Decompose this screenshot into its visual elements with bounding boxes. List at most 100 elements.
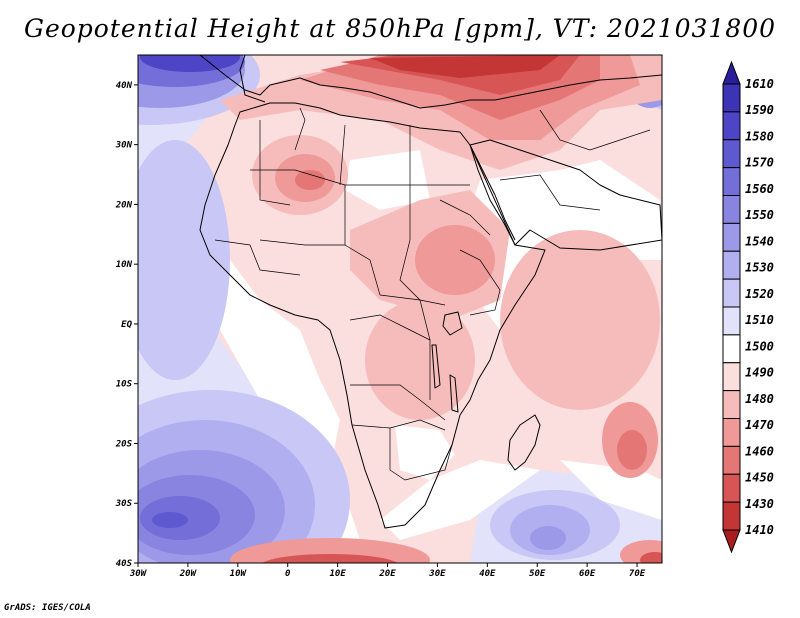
- country-borders: [214, 107, 651, 481]
- field-blob-sudan-low-2: [415, 225, 495, 295]
- colorbar-label: 1540: [745, 234, 774, 248]
- iberia-coastline: [239, 55, 266, 103]
- colorbar-swatch: [722, 195, 741, 224]
- field-blob-indian-ocean-1: [500, 230, 660, 410]
- colorbar-label: 1530: [745, 261, 774, 275]
- field-blob-si-3: [530, 526, 566, 550]
- height-field: [138, 55, 662, 563]
- border-segment: [339, 124, 346, 186]
- lon-tick-label: 30W: [129, 569, 148, 579]
- coastlines: [199, 55, 662, 529]
- border-segment: [259, 120, 291, 206]
- lon-tick-label: 0: [285, 569, 291, 579]
- colorbar-swatch: [722, 334, 741, 364]
- field-zone-white-sahara: [345, 150, 430, 210]
- field-zone-white-southeast: [380, 460, 540, 540]
- colorbar-swatch: [722, 167, 741, 196]
- field-blob-southern-low-1: [230, 538, 430, 563]
- colorbar-label: 1580: [745, 129, 774, 143]
- plot-frame: [137, 54, 663, 564]
- colorbar-label: 1430: [745, 497, 774, 511]
- lon-tick-label: 10W: [230, 569, 248, 579]
- colorbar-label: 1450: [745, 471, 774, 485]
- border-segment: [389, 428, 426, 481]
- colorbar-label: 1460: [745, 444, 774, 458]
- border-segment: [259, 185, 346, 246]
- madagascar-coastline: [507, 414, 541, 471]
- border-segment: [214, 239, 301, 276]
- colorbar-swatch: [722, 139, 741, 169]
- lon-tick-label: 70E: [629, 569, 646, 579]
- border-segment: [459, 249, 501, 316]
- lon-tick-label: 60E: [579, 569, 596, 579]
- grads-credit: GrADS: IGES/COLA: [4, 603, 91, 613]
- lon-tick-label: 30E: [428, 569, 446, 579]
- colorbar-swatch: [722, 390, 741, 419]
- lat-tick-label: 10S: [116, 380, 133, 390]
- lat-tick-label: 30S: [115, 499, 133, 509]
- lon-tick-label: 40E: [479, 569, 496, 579]
- field-zone-white-southern-africa: [395, 425, 455, 480]
- colorbar-label: 1550: [745, 208, 774, 222]
- red-sea-coastline: [469, 144, 516, 241]
- lon-tick-label: 10E: [329, 569, 346, 579]
- colorbar-label: 1470: [745, 418, 774, 432]
- lat-tick-label: 40S: [116, 559, 133, 569]
- plot-area: [138, 55, 662, 563]
- border-segment: [424, 444, 453, 476]
- border-segment: [399, 239, 446, 306]
- field-blob-indian-ocean-3: [617, 430, 647, 470]
- border-segment: [539, 109, 651, 151]
- border-segment: [499, 174, 601, 211]
- lat-tick-label: 30N: [115, 141, 133, 151]
- field-zone-low-north-5: [370, 55, 560, 78]
- colorbar-labels: 1610 1590 1580 1570 1560 1550 1540 1530 1520 1510…: [745, 77, 774, 537]
- lake-victoria-outline: [442, 311, 463, 336]
- border-segment: [350, 384, 446, 421]
- field-blob-sahara-low-3: [295, 170, 325, 190]
- colorbar-label: 1590: [745, 103, 774, 117]
- colorbar-swatch: [722, 306, 741, 336]
- colorbar-label: 1520: [745, 287, 774, 301]
- arabia-coastline: [469, 139, 662, 251]
- lon-tick-label: 20W: [179, 569, 198, 579]
- colorbar-swatch: [722, 250, 741, 280]
- colorbar-label: 1560: [745, 182, 774, 196]
- colorbar-swatch: [722, 501, 741, 531]
- lat-tick-label: EQ: [121, 320, 132, 330]
- border-segment: [294, 107, 306, 151]
- colorbar-swatch: [722, 111, 741, 141]
- lon-tick-label: 20E: [378, 569, 396, 579]
- colorbar-swatch: [722, 222, 741, 252]
- chart-title: Geopotential Height at 850hPa [gpm], VT:…: [23, 14, 777, 43]
- colorbar-label: 1570: [745, 156, 774, 170]
- colorbar-swatch: [722, 445, 741, 475]
- field-blob-tropical-atlantic: [138, 140, 230, 380]
- lat-tick-label: 40N: [116, 81, 133, 91]
- colorbar-label: 1410: [745, 523, 774, 537]
- europe-coastline: [199, 55, 662, 109]
- lat-tick-label: 20S: [115, 439, 133, 449]
- colorbar-label: 1610: [745, 77, 774, 91]
- colorbar-swatch: [722, 83, 741, 113]
- africa-coastline: [199, 102, 546, 529]
- axis-ticks: 30W 20W 10W 0 10E 20E 30E 40E 50E 60E 70E 40N 30N 20N…: [115, 81, 646, 579]
- lat-tick-label: 10N: [116, 260, 133, 270]
- colorbar-swatch: [722, 473, 741, 503]
- lat-tick-label: 20N: [115, 200, 133, 210]
- lake-malawi-outline: [449, 374, 459, 413]
- colorbar-label: 1480: [745, 392, 774, 406]
- colorbar-label: 1500: [745, 339, 774, 353]
- colorbar-label: 1490: [745, 366, 774, 380]
- border-segment: [250, 169, 346, 186]
- colorbar-swatches: [722, 60, 741, 554]
- colorbar: 1610 1590 1580 1570 1560 1550 1540 1530 1520 1510…: [722, 60, 774, 554]
- field-blob-eastern-africa: [365, 300, 475, 420]
- field-blob-southern-low-2: [262, 554, 398, 563]
- field-blob-atlantic-north-4: [140, 55, 240, 72]
- colorbar-swatch-top: [722, 60, 741, 85]
- colorbar-swatch: [722, 278, 741, 308]
- colorbar-label: 1510: [745, 313, 774, 327]
- colorbar-swatch: [722, 362, 741, 392]
